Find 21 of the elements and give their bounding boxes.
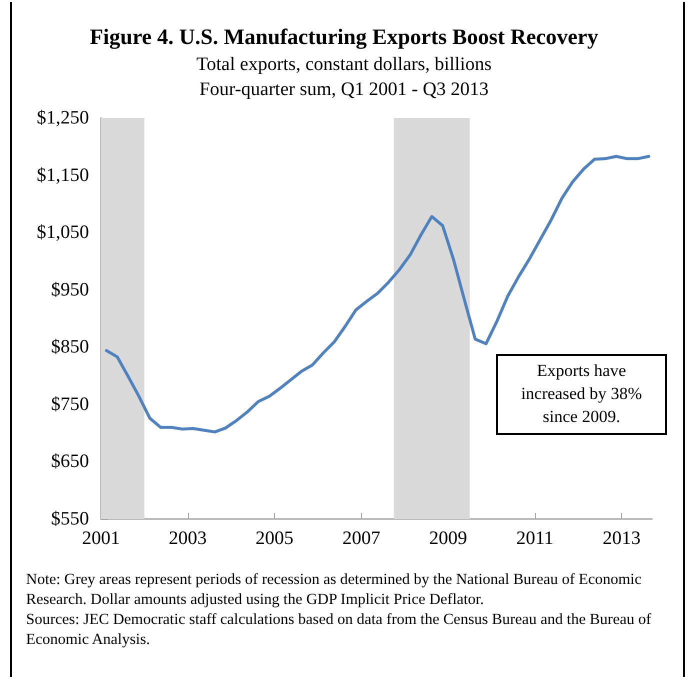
chart-title: Figure 4. U.S. Manufacturing Exports Boost Recovery	[88, 24, 600, 50]
x-tick-label: 2007	[342, 528, 380, 549]
y-tick-label: $850	[51, 336, 89, 358]
text: Note: Grey areas represent periods of recession as determined by the National Bureau of Economic Research. Dollar amounts adjusted using the GDP Implicit Price Deflator.	[26, 570, 642, 610]
y-tick-label: $1,150	[36, 164, 89, 186]
y-tick-label: $650	[51, 451, 89, 472]
y-tick-label: $750	[51, 394, 89, 415]
source-note: Sources: JEC Democratic staff calculations based on data from the Census Bureau and the Bureau of Economic Analysis.	[26, 610, 652, 650]
y-tick-label: $1,250	[36, 108, 89, 128]
y-tick-label: $1,050	[36, 222, 89, 244]
x-tick-label: 2005	[256, 528, 294, 549]
x-tick-label: 2001	[82, 528, 120, 549]
x-tick-label: 2003	[168, 528, 207, 549]
chart-subtitle: Total exports, constant dollars, billions Four-quarter sum, Q1 2001 - Q3 2013	[195, 53, 493, 102]
y-tick-label: $550	[51, 508, 89, 530]
x-tick-label: 2011	[516, 528, 554, 549]
annotation: Exports have increased by 38% since 2009.	[496, 354, 667, 435]
x-tick-label: 2009	[429, 528, 468, 549]
y-tick-label: $950	[51, 279, 89, 300]
x-tick-label: 2013	[602, 528, 641, 549]
line-series	[104, 154, 650, 434]
